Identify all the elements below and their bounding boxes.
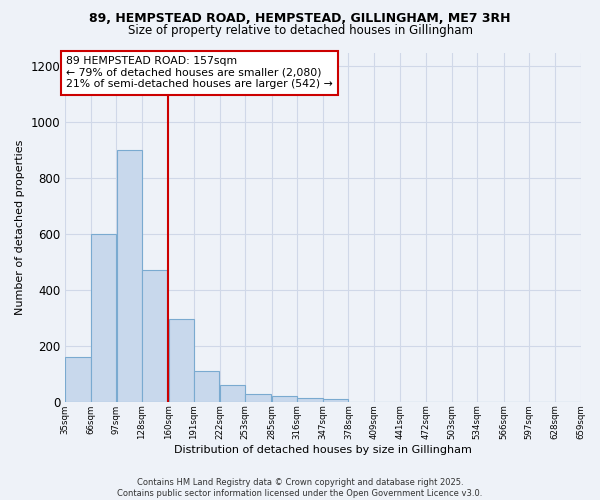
Bar	[245, 394, 271, 402]
Bar	[91, 234, 116, 402]
Text: Size of property relative to detached houses in Gillingham: Size of property relative to detached ho…	[128, 24, 473, 37]
Y-axis label: Number of detached properties: Number of detached properties	[15, 140, 25, 315]
Bar	[65, 357, 91, 402]
Bar	[272, 396, 297, 402]
Bar	[220, 385, 245, 402]
Text: 89 HEMPSTEAD ROAD: 157sqm
← 79% of detached houses are smaller (2,080)
21% of se: 89 HEMPSTEAD ROAD: 157sqm ← 79% of detac…	[66, 56, 333, 89]
Bar	[116, 150, 142, 402]
Bar	[169, 320, 194, 402]
Text: Contains HM Land Registry data © Crown copyright and database right 2025.
Contai: Contains HM Land Registry data © Crown c…	[118, 478, 482, 498]
Text: 89, HEMPSTEAD ROAD, HEMPSTEAD, GILLINGHAM, ME7 3RH: 89, HEMPSTEAD ROAD, HEMPSTEAD, GILLINGHA…	[89, 12, 511, 26]
Bar	[142, 270, 167, 402]
Bar	[323, 399, 348, 402]
X-axis label: Distribution of detached houses by size in Gillingham: Distribution of detached houses by size …	[174, 445, 472, 455]
Bar	[298, 398, 323, 402]
Bar	[194, 371, 220, 402]
